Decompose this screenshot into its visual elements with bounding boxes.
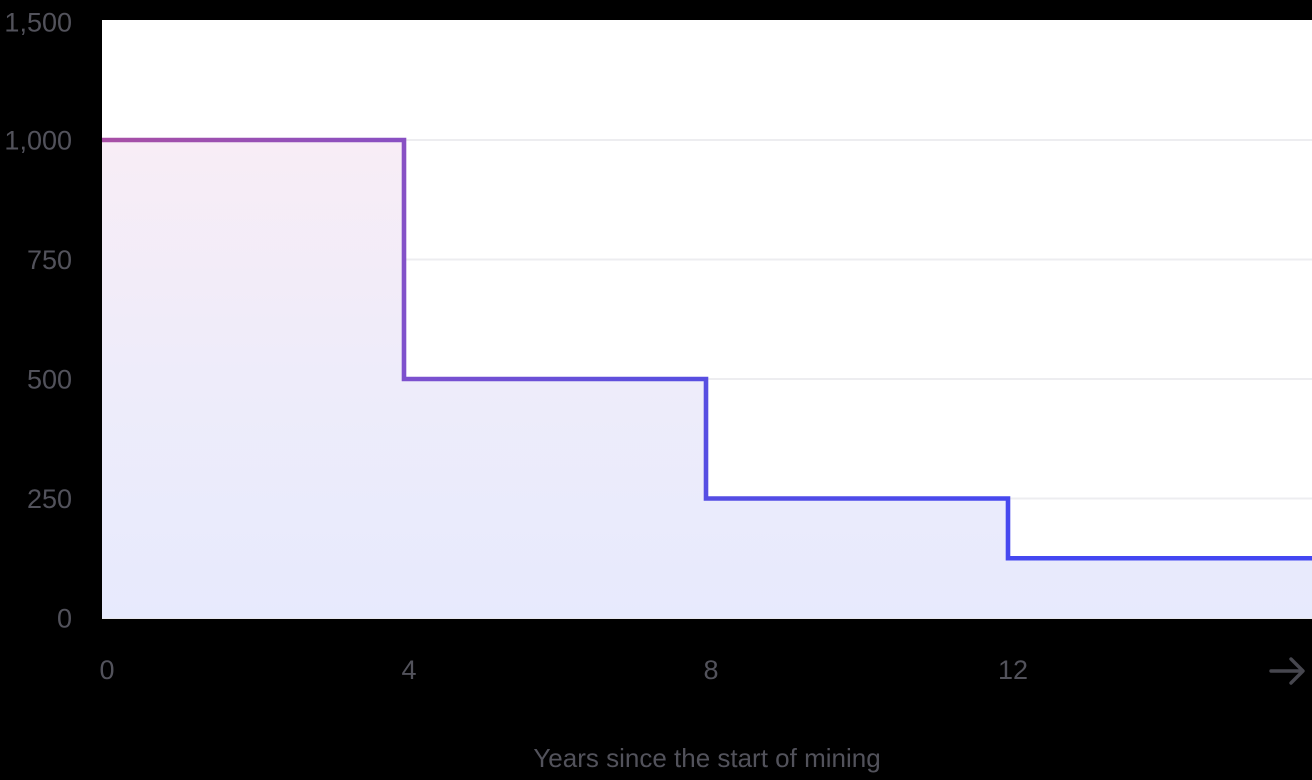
y-tick-label-500: 500 (27, 365, 72, 395)
x-tick-label-4: 4 (401, 655, 416, 685)
x-axis-arrow-icon (1269, 657, 1305, 685)
x-tick-label-0: 0 (99, 655, 114, 685)
x-axis-title: Years since the start of mining (533, 743, 881, 773)
x-tick-label-8: 8 (703, 655, 718, 685)
reward-step-line (102, 137, 1312, 561)
y-tick-label-250: 250 (27, 484, 72, 514)
y-tick-label-750: 750 (27, 245, 72, 275)
y-tick-label-1,500: 1,500 (4, 8, 72, 38)
reward-area-fill (102, 140, 1312, 618)
y-tick-label-1,000: 1,000 (4, 126, 72, 156)
x-tick-label-12: 12 (998, 655, 1028, 685)
y-tick-label-0: 0 (57, 604, 72, 634)
